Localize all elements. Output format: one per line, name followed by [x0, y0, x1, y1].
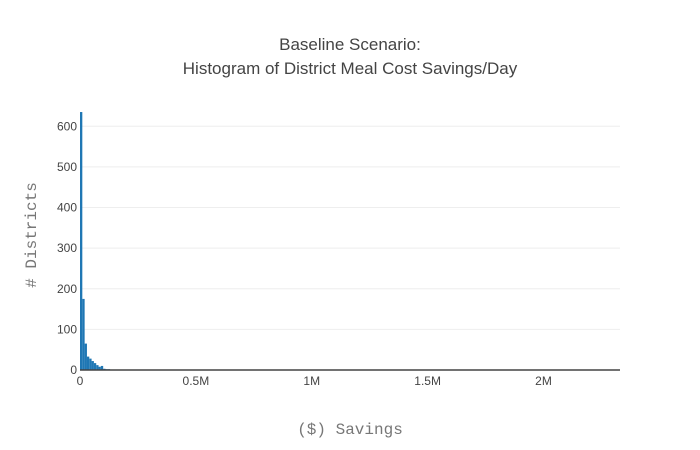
gridlines — [80, 125, 620, 330]
histogram-bar — [86, 356, 90, 370]
histogram-bars — [80, 112, 134, 370]
histogram-bar — [91, 361, 94, 370]
y-tick-label: 400 — [57, 201, 77, 215]
histogram-bar — [84, 343, 87, 370]
histogram-bar — [96, 365, 99, 370]
histogram-bar — [98, 366, 101, 370]
x-tick-label: 0 — [77, 374, 84, 388]
histogram-bar — [89, 358, 92, 370]
histogram-bar — [82, 298, 85, 370]
y-tick-label: 200 — [57, 282, 77, 296]
y-tick-label: 300 — [57, 241, 77, 255]
y-tick-label: 100 — [57, 322, 77, 336]
y-tick-labels: 0 100 200 300 400 500 600 — [57, 119, 77, 377]
histogram-bar — [100, 365, 104, 370]
x-tick-label: 1M — [303, 374, 320, 388]
histogram-bar — [80, 112, 83, 370]
x-tick-label: 0.5M — [183, 374, 210, 388]
x-tick-label: 2M — [535, 374, 552, 388]
histogram-bar — [93, 363, 97, 370]
y-tick-label: 500 — [57, 160, 77, 174]
x-tick-labels: 0 0.5M 1M 1.5M 2M — [77, 374, 552, 388]
chart-title-line-2: Histogram of District Meal Cost Savings/… — [183, 59, 518, 78]
y-tick-label: 0 — [70, 363, 77, 377]
chart-title-line-1: Baseline Scenario: — [279, 35, 421, 54]
y-tick-label: 600 — [57, 119, 77, 133]
y-axis-title: # Districts — [23, 182, 41, 288]
x-axis-title: ($) Savings — [297, 421, 403, 439]
x-tick-label: 1.5M — [414, 374, 441, 388]
